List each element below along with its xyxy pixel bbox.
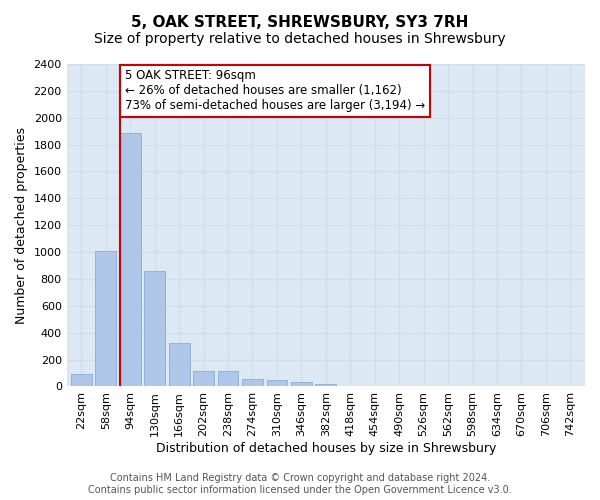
Bar [169, 344, 190, 386]
Bar [120, 132, 140, 386]
Bar [291, 382, 312, 386]
X-axis label: Distribution of detached houses by size in Shrewsbury: Distribution of detached houses by size … [155, 442, 496, 455]
Bar [242, 379, 263, 386]
Bar [218, 371, 238, 386]
Bar [266, 380, 287, 386]
Bar [95, 251, 116, 386]
Text: Contains HM Land Registry data © Crown copyright and database right 2024.
Contai: Contains HM Land Registry data © Crown c… [88, 474, 512, 495]
Bar [144, 271, 165, 386]
Bar [71, 374, 92, 386]
Bar [316, 384, 336, 386]
Bar [193, 371, 214, 386]
Y-axis label: Number of detached properties: Number of detached properties [15, 126, 28, 324]
Text: Size of property relative to detached houses in Shrewsbury: Size of property relative to detached ho… [94, 32, 506, 46]
Text: 5, OAK STREET, SHREWSBURY, SY3 7RH: 5, OAK STREET, SHREWSBURY, SY3 7RH [131, 15, 469, 30]
Text: 5 OAK STREET: 96sqm
← 26% of detached houses are smaller (1,162)
73% of semi-det: 5 OAK STREET: 96sqm ← 26% of detached ho… [125, 70, 425, 112]
